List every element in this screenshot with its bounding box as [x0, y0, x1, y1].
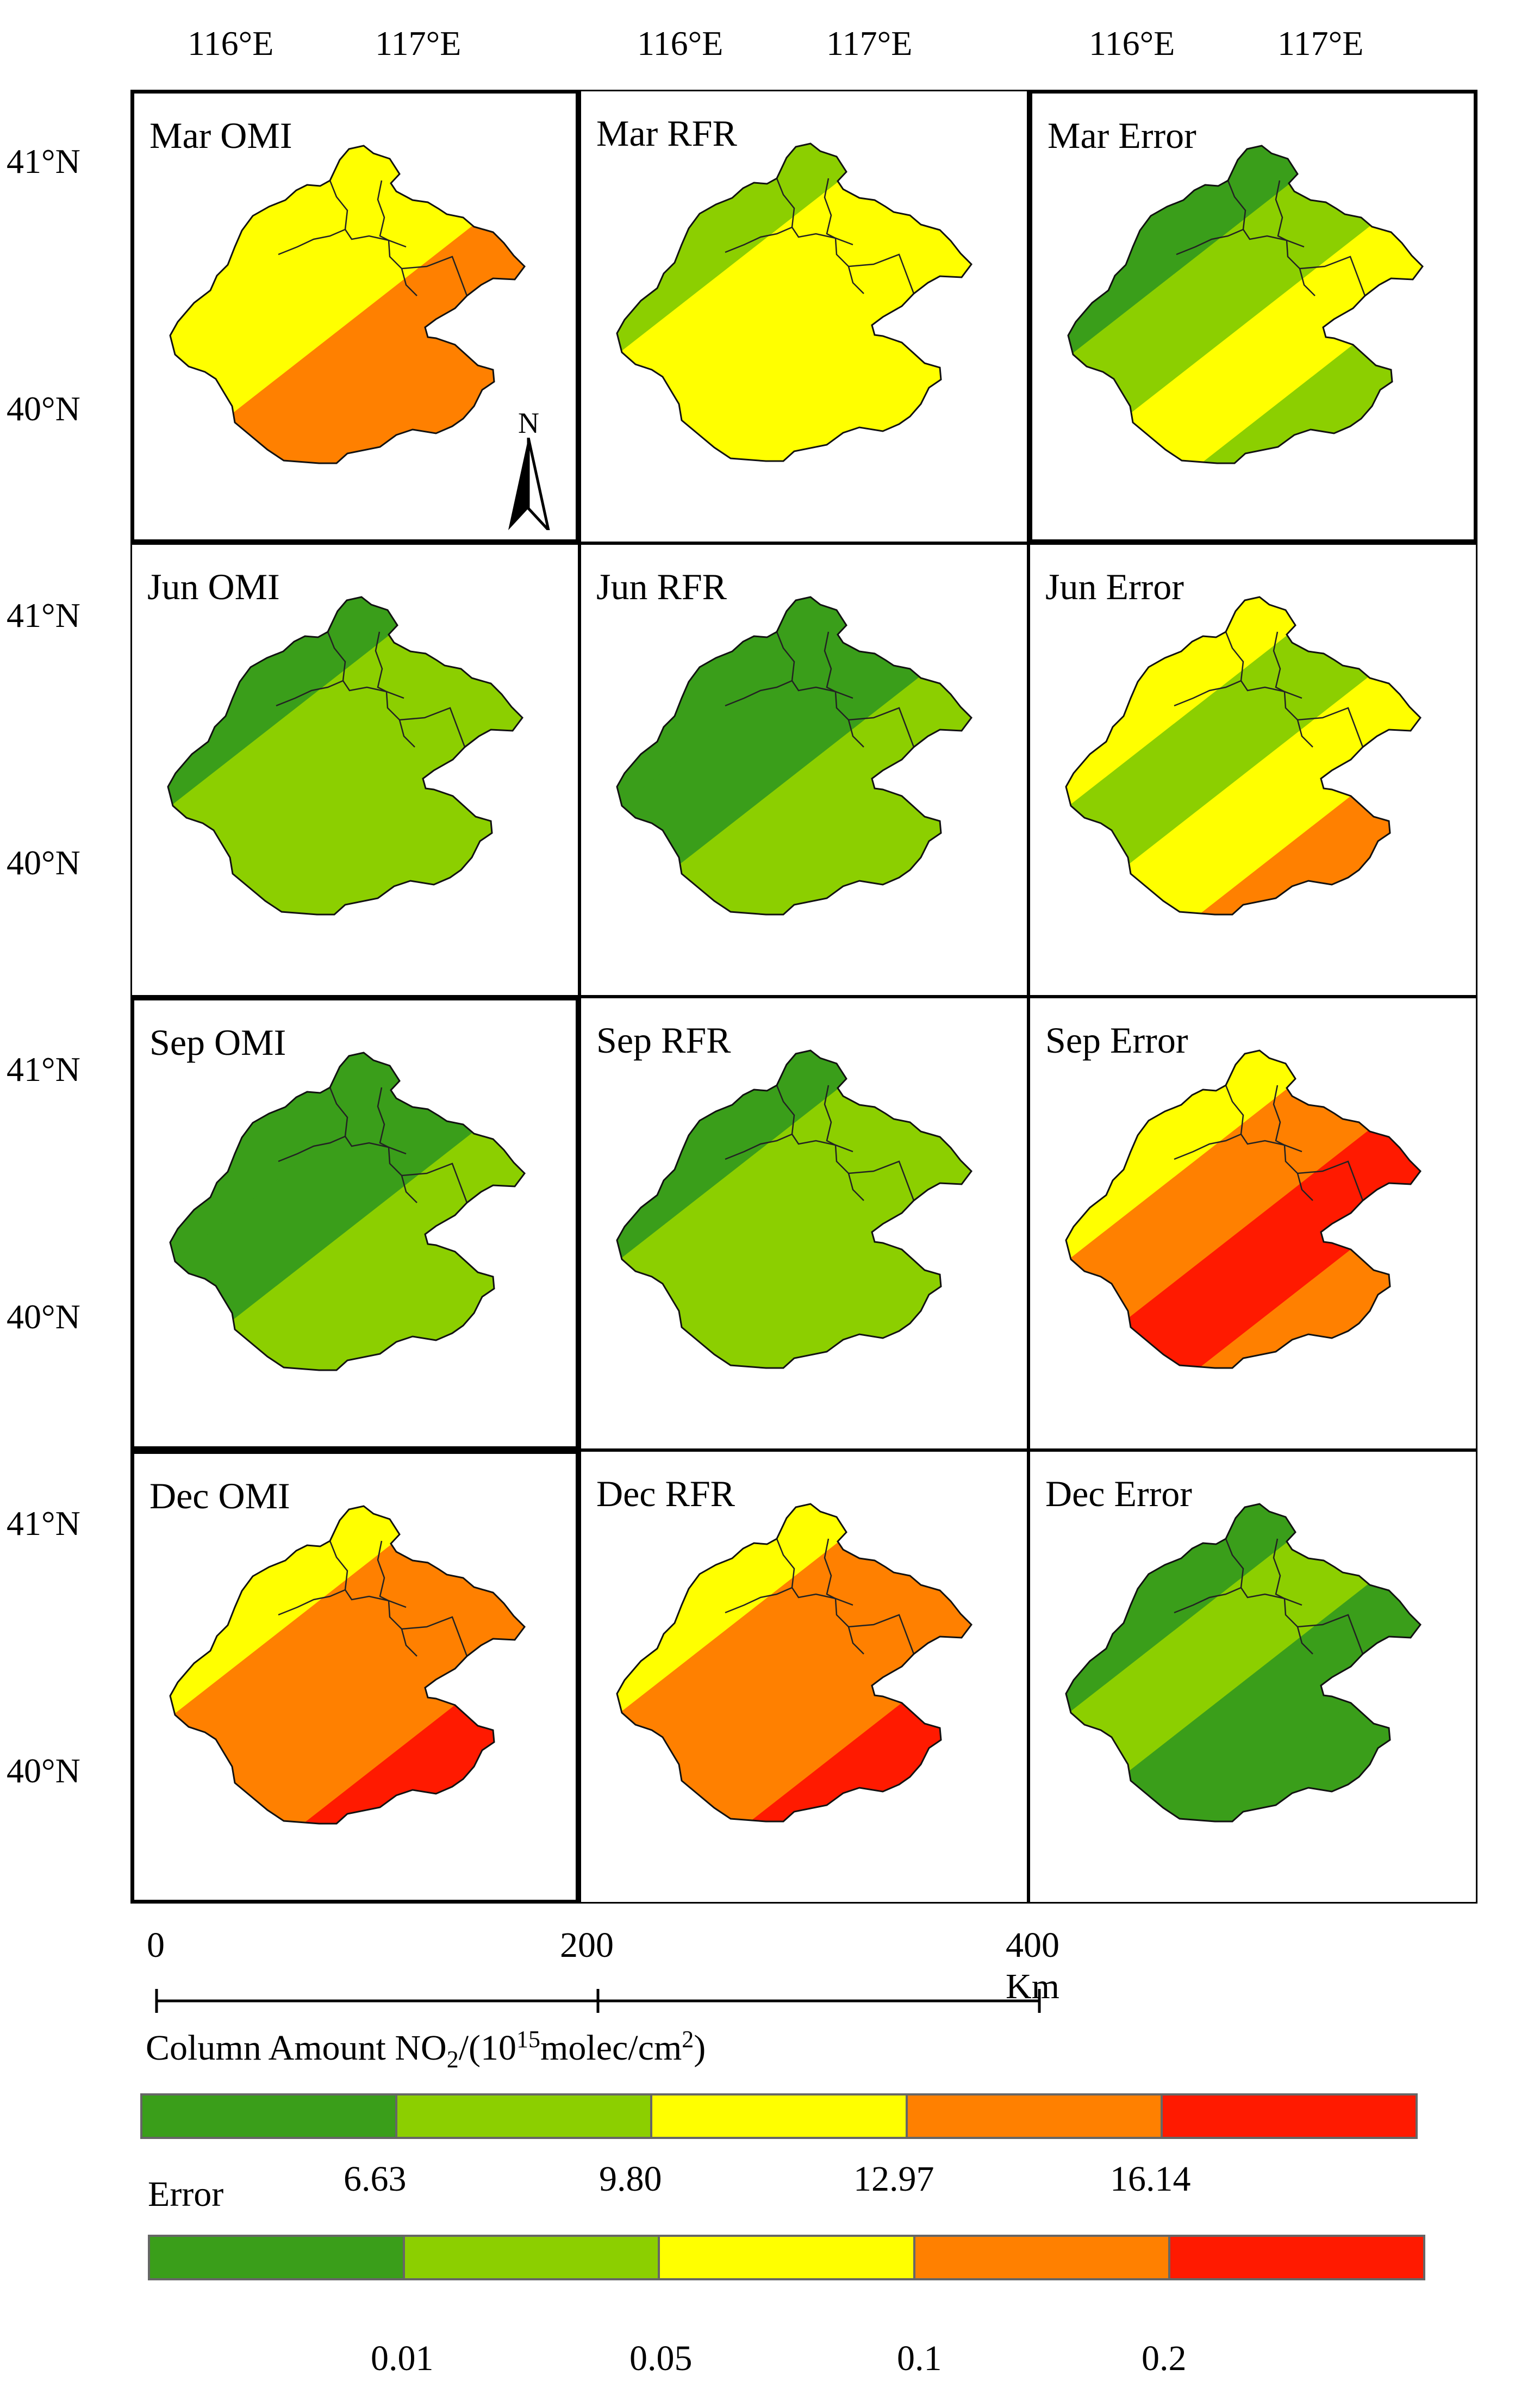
lat-label-41: 41°N: [7, 1050, 80, 1089]
region-map: [1067, 145, 1424, 464]
color-class-1: [395, 2093, 653, 2139]
region-map: [1065, 1049, 1421, 1369]
error-tick-label: 0.1: [897, 2339, 942, 2378]
region-map: [616, 142, 972, 462]
lat-label-40: 40°N: [7, 1751, 80, 1790]
legend-title-mid2: molec/cm: [540, 2028, 682, 2068]
legend-title-text: Column Amount NO: [146, 2028, 447, 2068]
color-class-4: [1160, 2093, 1418, 2139]
legend-title-mid: /(10: [458, 2028, 517, 2068]
map-panel-jun-omi: Jun OMI: [130, 543, 579, 997]
scale-bar: 0 200 400 Km: [130, 1925, 1065, 2050]
panel-title: Sep Error: [1045, 1019, 1188, 1061]
error-color-bar: [148, 2235, 1426, 2280]
lon-label-117: 117°E: [1277, 24, 1364, 63]
north-arrow-icon: N: [504, 406, 553, 530]
map-panel-sep-rfr: Sep RFR: [579, 997, 1028, 1450]
lon-label-117: 117°E: [375, 24, 462, 63]
panel-title: Jun Error: [1045, 566, 1184, 607]
no2-color-bar: [140, 2093, 1418, 2139]
panel-title: Mar RFR: [596, 113, 737, 154]
error-tick-label: 0.05: [629, 2339, 693, 2378]
lat-label-41: 41°N: [7, 142, 80, 181]
error-legend-title: Error: [148, 2174, 224, 2214]
region-map: [169, 1505, 526, 1825]
lon-label-116: 116°E: [637, 24, 724, 63]
map-panel-jun-rfr: Jun RFR: [579, 543, 1028, 997]
map-panel-jun-error: Jun Error: [1028, 543, 1477, 997]
panel-title: Dec RFR: [596, 1473, 735, 1514]
map-panel-mar-omi: Mar OMI N: [130, 90, 579, 543]
map-panel-sep-omi: Sep OMI: [130, 997, 579, 1450]
legend-title-sub: 2: [446, 2046, 459, 2073]
map-panel-mar-rfr: Mar RFR: [579, 90, 1028, 543]
lon-label-116: 116°E: [188, 24, 274, 63]
no2-tick-label: 16.14: [1110, 2159, 1191, 2199]
legend-title-sup2: 2: [682, 2026, 694, 2053]
panel-title: Jun RFR: [596, 566, 727, 607]
color-class-0: [148, 2235, 406, 2280]
panel-title: Dec OMI: [149, 1475, 290, 1516]
map-panel-dec-error: Dec Error: [1028, 1450, 1477, 1904]
color-class-3: [913, 2235, 1170, 2280]
panel-title: Jun OMI: [147, 566, 280, 607]
region-map: [1065, 1503, 1421, 1823]
region-map: [169, 145, 526, 464]
no2-tick-label: 9.80: [599, 2159, 662, 2199]
panel-title: Dec Error: [1045, 1473, 1192, 1514]
lon-label-117: 117°E: [826, 24, 913, 63]
legend-title-sup: 15: [516, 2026, 541, 2053]
lat-label-40: 40°N: [7, 389, 80, 428]
error-tick-label: 0.01: [371, 2339, 434, 2378]
map-panel-sep-error: Sep Error: [1028, 997, 1477, 1450]
region-map: [167, 596, 523, 916]
color-class-4: [1168, 2235, 1426, 2280]
no2-tick-label: 6.63: [344, 2159, 407, 2199]
no2-tick-label: 12.97: [853, 2159, 934, 2199]
scale-tick-0: 0: [147, 1925, 165, 1965]
map-panel-mar-error: Mar Error: [1028, 90, 1477, 543]
panel-title: Sep RFR: [596, 1019, 731, 1061]
map-panel-dec-rfr: Dec RFR: [579, 1450, 1028, 1904]
map-panel-grid: Mar OMI N Mar RFR Mar Error Jun OMI Jun …: [130, 90, 1477, 1904]
panel-title: Sep OMI: [149, 1022, 286, 1063]
panel-title: Mar OMI: [149, 115, 292, 156]
color-class-0: [140, 2093, 398, 2139]
scale-tick-200: 200: [560, 1925, 614, 1965]
error-tick-label: 0.2: [1142, 2339, 1187, 2378]
north-label: N: [518, 407, 539, 439]
scale-line: [155, 1989, 1041, 2013]
lat-label-41: 41°N: [7, 596, 80, 635]
color-class-2: [650, 2093, 908, 2139]
region-map: [169, 1052, 526, 1371]
region-map: [616, 596, 972, 916]
color-class-1: [403, 2235, 660, 2280]
region-map: [616, 1049, 972, 1369]
map-panel-dec-omi: Dec OMI: [130, 1450, 579, 1904]
legend-title-end: ): [694, 2028, 706, 2068]
lat-label-40: 40°N: [7, 843, 80, 882]
region-map: [616, 1503, 972, 1823]
lon-label-116: 116°E: [1089, 24, 1175, 63]
lat-label-41: 41°N: [7, 1504, 80, 1543]
panel-title: Mar Error: [1048, 115, 1196, 156]
color-class-2: [658, 2235, 915, 2280]
no2-legend-title: Column Amount NO2/(1015molec/cm2): [146, 2025, 706, 2073]
region-map: [1065, 596, 1421, 916]
lat-label-40: 40°N: [7, 1297, 80, 1336]
color-class-3: [905, 2093, 1163, 2139]
